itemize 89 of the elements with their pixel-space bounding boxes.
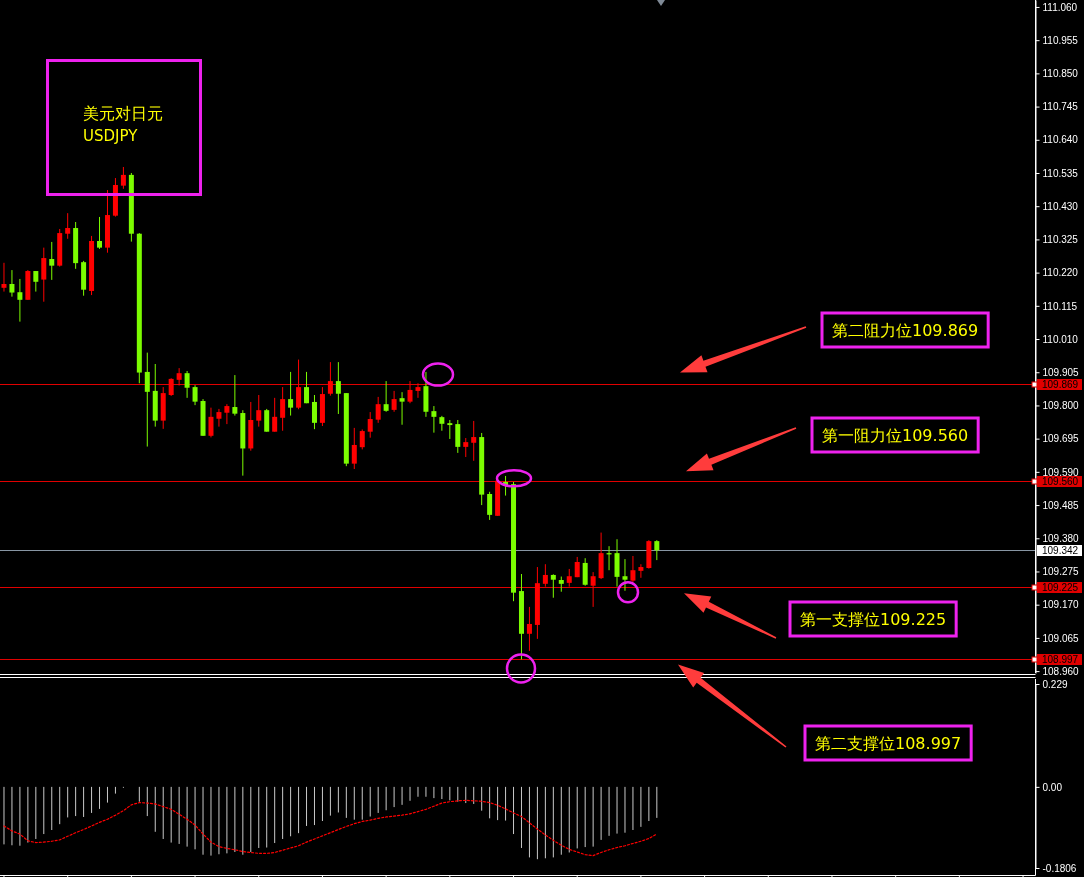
- candlestick: [447, 419, 453, 440]
- y-tick-label: 110.430: [1042, 200, 1079, 212]
- y-tick-label: 109.485: [1042, 499, 1080, 511]
- candlestick: [351, 427, 357, 470]
- candlestick: [654, 539, 660, 561]
- candlestick: [232, 374, 238, 417]
- candlestick: [256, 394, 262, 428]
- candlestick: [216, 408, 222, 428]
- candlestick: [455, 419, 461, 454]
- y-tick-label: 110.955: [1042, 34, 1079, 46]
- line-series: [3, 799, 658, 857]
- annotation: 第二支撑位108.997: [815, 734, 962, 753]
- ref-line-label: 108.997: [1042, 654, 1079, 665]
- candlestick: [97, 216, 103, 250]
- y-tick-label: 109.380: [1042, 532, 1080, 544]
- candlestick: [288, 371, 294, 417]
- candlestick: [208, 407, 214, 438]
- candlestick: [630, 555, 636, 583]
- candlestick: [120, 166, 126, 190]
- candlestick: [471, 420, 477, 462]
- candlestick: [224, 403, 230, 425]
- candlestick: [622, 558, 628, 592]
- candlestick: [439, 415, 445, 432]
- y-tick-label: 0.229: [1042, 678, 1068, 690]
- candlestick: [296, 359, 302, 410]
- candlestick: [367, 411, 373, 439]
- candlestick: [1, 262, 7, 293]
- y-tick-label: -0.1806: [1042, 862, 1077, 874]
- candlestick: [542, 563, 548, 588]
- candlestick: [391, 390, 397, 413]
- candlestick: [407, 380, 413, 404]
- candlestick: [359, 428, 365, 450]
- y-tick-label: 110.325: [1042, 234, 1079, 246]
- y-tick-label: 0.00: [1042, 781, 1063, 793]
- candlestick: [638, 563, 644, 579]
- y-tick-label: 110.745: [1042, 101, 1079, 113]
- candlestick: [65, 212, 71, 240]
- ref-line-label: 109.869: [1042, 379, 1079, 390]
- candlestick: [327, 361, 333, 397]
- ref-line-label: 109.560: [1042, 476, 1079, 487]
- y-tick-label: 110.010: [1042, 333, 1079, 345]
- y-tick-label: 110.640: [1042, 134, 1079, 146]
- candlestick: [582, 557, 588, 587]
- candlestick: [399, 391, 405, 426]
- candlestick: [176, 367, 182, 387]
- y-tick-label: 108.960: [1042, 665, 1080, 677]
- y-tick-label: 110.535: [1042, 167, 1079, 179]
- y-tick-label: 111.060: [1042, 1, 1078, 13]
- y-tick-label: 109.695: [1042, 433, 1080, 445]
- candlestick: [415, 382, 421, 399]
- candlestick: [144, 352, 150, 448]
- candlestick: [431, 405, 437, 434]
- candlestick: [192, 384, 198, 406]
- candlestick: [272, 397, 278, 433]
- y-tick-label: 109.170: [1042, 599, 1080, 611]
- candlestick: [264, 408, 270, 433]
- candlestick: [41, 247, 47, 303]
- annotation: 第一支撑位109.225: [800, 610, 947, 629]
- candlestick: [375, 396, 381, 424]
- candlestick: [49, 241, 55, 281]
- candlestick: [33, 270, 39, 293]
- annotation: 第二阻力位109.869: [832, 321, 979, 340]
- candlestick: [304, 371, 310, 404]
- y-tick-label: 110.115: [1042, 300, 1078, 312]
- candlestick: [335, 361, 341, 415]
- candlestick: [526, 606, 532, 652]
- y-tick-label: 109.275: [1042, 566, 1080, 578]
- candlestick: [311, 394, 317, 430]
- ref-line-label: 109.342: [1042, 545, 1079, 556]
- candlestick: [17, 278, 23, 323]
- y-tick-label: 109.905: [1042, 366, 1080, 378]
- y-tick-label: 109.590: [1042, 466, 1080, 478]
- y-tick-label: 110.220: [1042, 267, 1079, 279]
- y-tick-label: 109.800: [1042, 400, 1080, 412]
- ref-line-label: 109.225: [1042, 582, 1079, 593]
- candlestick: [9, 269, 15, 298]
- candlestick: [550, 573, 556, 599]
- text: 美元对日元: [83, 104, 163, 123]
- candlestick: [590, 571, 596, 608]
- candlestick: [184, 370, 190, 399]
- candlestick: [280, 386, 286, 432]
- y-tick-label: 110.850: [1042, 68, 1079, 80]
- candlestick: [614, 538, 620, 588]
- candlestick: [487, 491, 493, 521]
- candlestick: [463, 437, 469, 458]
- text: USDJPY: [83, 127, 139, 145]
- annotation: 第一阻力位109.560: [822, 426, 969, 445]
- y-tick-label: 109.065: [1042, 632, 1080, 644]
- candlestick: [383, 380, 389, 413]
